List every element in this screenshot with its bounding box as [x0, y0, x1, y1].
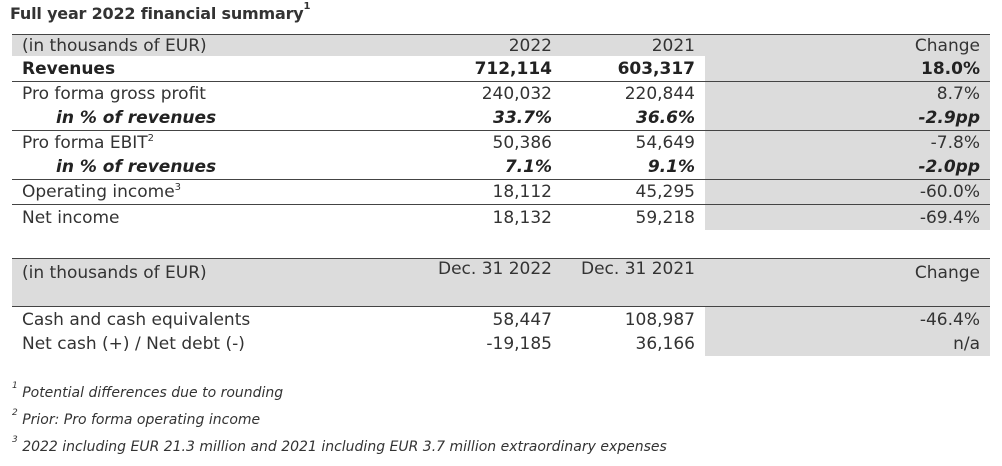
- footnote-3: 3 2022 including EUR 21.3 million and 20…: [12, 435, 667, 455]
- header-label: (in thousands of EUR): [22, 35, 207, 56]
- value-change: -2.0pp: [705, 155, 990, 179]
- value-2022: 7.1%: [504, 157, 552, 177]
- row-label: in % of revenues: [56, 157, 217, 177]
- header-2021: 2021: [651, 35, 695, 56]
- row-label: Pro forma EBIT 2: [22, 133, 155, 153]
- value-2021: 603,317: [617, 58, 695, 79]
- footnote-1: 1 Potential differences due to rounding: [12, 381, 284, 401]
- header-dec-2021: Dec. 31 2021: [580, 259, 695, 279]
- table-row-gross-profit: Pro forma gross profit 240,032 220,844 8…: [12, 82, 990, 106]
- table-header-row: (in thousands of EUR) 2022 2021 Change: [12, 35, 990, 56]
- value-2022: 712,114: [474, 58, 552, 79]
- header-2022: 2022: [508, 35, 552, 56]
- row-label: Operating income 3: [22, 182, 182, 202]
- value-change: -60.0%: [705, 180, 990, 204]
- value-2022: 50,386: [492, 133, 552, 153]
- table-row-net-income: Net income 18,132 59,218 -69.4%: [12, 205, 990, 230]
- value-change: -46.4%: [705, 307, 990, 332]
- table-row-net-cash: Net cash (+) / Net debt (-) -19,185 36,1…: [12, 332, 990, 356]
- row-label: Net income: [22, 207, 120, 228]
- value-2021: 220,844: [624, 84, 695, 104]
- value-change: -2.9pp: [705, 106, 990, 130]
- header-label: (in thousands of EUR): [22, 263, 207, 283]
- table-row-ebit: Pro forma EBIT 2 50,386 54,649 -7.8%: [12, 131, 990, 155]
- row-label: Revenues: [22, 58, 116, 79]
- value-change: -69.4%: [705, 205, 990, 230]
- header-change: Change: [914, 263, 980, 283]
- table-row-gross-margin: in % of revenues 33.7% 36.6% -2.9pp: [12, 106, 990, 130]
- header-change: Change: [914, 35, 980, 56]
- table-row-cash: Cash and cash equivalents 58,447 108,987…: [12, 307, 990, 332]
- page-title: Full year 2022 financial summary1: [10, 0, 311, 23]
- value-2021: 36.6%: [636, 108, 695, 128]
- value-change: n/a: [705, 332, 990, 356]
- header-dec-2022: Dec. 31 2022: [437, 259, 552, 279]
- value-2021: 36,166: [635, 334, 695, 354]
- value-change: 18.0%: [705, 56, 990, 81]
- value-2021: 9.1%: [647, 157, 695, 177]
- row-label: Cash and cash equivalents: [22, 309, 251, 330]
- footnote-2: 2 Prior: Pro forma operating income: [12, 408, 261, 428]
- value-2022: 240,032: [481, 84, 552, 104]
- value-2021: 108,987: [624, 309, 695, 330]
- value-2022: 18,132: [492, 207, 552, 228]
- table-row-ebit-margin: in % of revenues 7.1% 9.1% -2.0pp: [12, 155, 990, 179]
- row-label: Pro forma gross profit: [22, 84, 206, 104]
- value-change: -7.8%: [705, 131, 990, 155]
- value-2022: 33.7%: [493, 108, 552, 128]
- table-header-row: (in thousands of EUR) Dec. 31 2022 Dec. …: [12, 259, 990, 306]
- value-2022: 18,112: [492, 182, 552, 202]
- table-row-revenues: Revenues 712,114 603,317 18.0%: [12, 56, 990, 81]
- value-2021: 54,649: [635, 133, 695, 153]
- value-change: 8.7%: [705, 82, 990, 106]
- value-2022: 58,447: [492, 309, 552, 330]
- value-2021: 45,295: [635, 182, 695, 202]
- table-row-operating-income: Operating income 3 18,112 45,295 -60.0%: [12, 180, 990, 204]
- row-label: in % of revenues: [56, 108, 217, 128]
- value-2022: -19,185: [486, 334, 552, 354]
- row-label: Net cash (+) / Net debt (-): [22, 334, 245, 354]
- value-2021: 59,218: [635, 207, 695, 228]
